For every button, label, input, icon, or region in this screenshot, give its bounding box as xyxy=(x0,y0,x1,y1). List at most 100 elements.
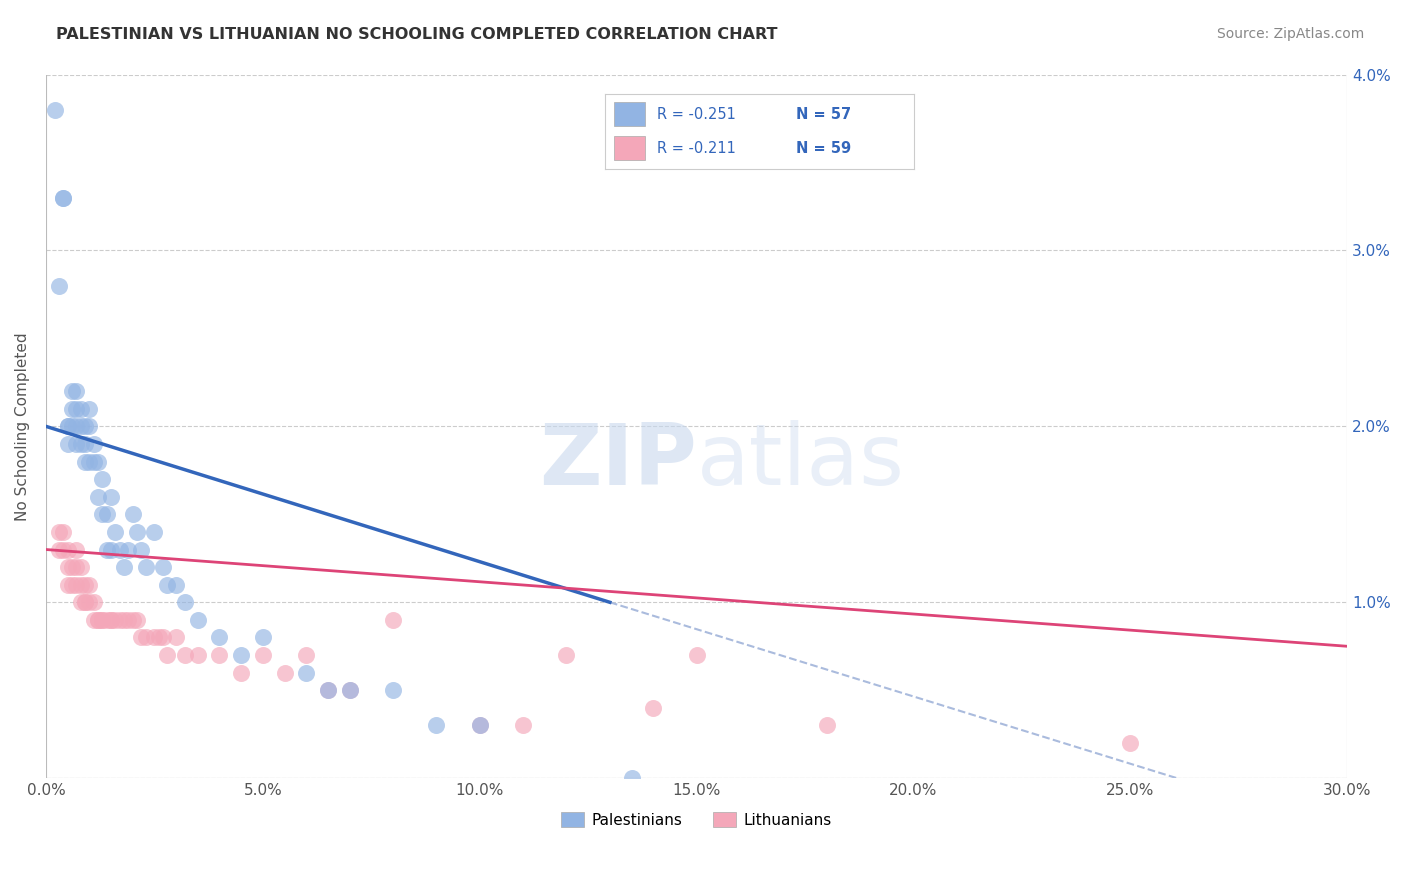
Point xyxy=(83,437,105,451)
Point xyxy=(468,718,491,732)
Point xyxy=(56,560,79,574)
Point xyxy=(91,613,114,627)
Point xyxy=(52,191,75,205)
Point xyxy=(208,648,231,662)
Point xyxy=(382,613,405,627)
Point xyxy=(79,401,101,416)
Point xyxy=(339,683,361,698)
Point xyxy=(44,103,66,117)
Text: atlas: atlas xyxy=(696,420,904,503)
Point xyxy=(117,542,139,557)
Point xyxy=(73,577,96,591)
Point xyxy=(1119,736,1142,750)
Point xyxy=(65,560,87,574)
Point xyxy=(815,718,838,732)
Point xyxy=(316,683,339,698)
Point xyxy=(60,577,83,591)
Point xyxy=(52,524,75,539)
Point xyxy=(48,542,70,557)
Point xyxy=(73,454,96,468)
Point xyxy=(56,542,79,557)
Point xyxy=(65,384,87,399)
Point xyxy=(555,648,578,662)
Point xyxy=(79,595,101,609)
Point xyxy=(65,542,87,557)
Point xyxy=(173,595,195,609)
Point xyxy=(125,613,148,627)
Point xyxy=(685,648,707,662)
Point xyxy=(100,542,122,557)
Point xyxy=(231,665,253,680)
Point xyxy=(173,648,195,662)
Text: R = -0.251: R = -0.251 xyxy=(657,107,735,121)
Point xyxy=(56,437,79,451)
Point xyxy=(87,613,110,627)
Point xyxy=(73,595,96,609)
Point xyxy=(69,419,91,434)
Text: Source: ZipAtlas.com: Source: ZipAtlas.com xyxy=(1216,27,1364,41)
Point xyxy=(60,560,83,574)
Point xyxy=(252,631,274,645)
Point xyxy=(65,401,87,416)
Point xyxy=(65,419,87,434)
Point xyxy=(56,577,79,591)
Point xyxy=(152,560,174,574)
Point xyxy=(187,648,209,662)
Point xyxy=(620,771,643,785)
Point xyxy=(52,542,75,557)
Point xyxy=(91,508,114,522)
Point xyxy=(60,419,83,434)
Point xyxy=(73,419,96,434)
Point xyxy=(83,454,105,468)
Point xyxy=(69,577,91,591)
Legend: Palestinians, Lithuanians: Palestinians, Lithuanians xyxy=(555,805,838,834)
Point xyxy=(165,577,187,591)
Point xyxy=(108,613,131,627)
Point xyxy=(165,631,187,645)
Point xyxy=(100,613,122,627)
Point xyxy=(79,419,101,434)
Point xyxy=(96,613,118,627)
Point xyxy=(143,631,166,645)
Point xyxy=(60,401,83,416)
Point xyxy=(273,665,295,680)
Point xyxy=(295,665,318,680)
Point xyxy=(65,437,87,451)
Point xyxy=(48,278,70,293)
Point xyxy=(104,524,127,539)
Point xyxy=(87,490,110,504)
Point xyxy=(117,613,139,627)
Point xyxy=(112,560,135,574)
Text: R = -0.211: R = -0.211 xyxy=(657,141,735,156)
Point xyxy=(69,401,91,416)
Point xyxy=(65,577,87,591)
Point xyxy=(382,683,405,698)
Point xyxy=(135,560,157,574)
Point xyxy=(96,542,118,557)
Point xyxy=(56,419,79,434)
Point xyxy=(48,524,70,539)
Point xyxy=(252,648,274,662)
Text: N = 57: N = 57 xyxy=(796,107,852,121)
Point xyxy=(143,524,166,539)
Y-axis label: No Schooling Completed: No Schooling Completed xyxy=(15,332,30,521)
Point xyxy=(512,718,534,732)
Point xyxy=(69,560,91,574)
Point xyxy=(152,631,174,645)
Point xyxy=(91,613,114,627)
Point xyxy=(131,631,153,645)
Point xyxy=(339,683,361,698)
Point xyxy=(52,191,75,205)
Point xyxy=(425,718,447,732)
Point xyxy=(295,648,318,662)
Point xyxy=(121,613,143,627)
Point xyxy=(108,542,131,557)
Point xyxy=(104,613,127,627)
Text: PALESTINIAN VS LITHUANIAN NO SCHOOLING COMPLETED CORRELATION CHART: PALESTINIAN VS LITHUANIAN NO SCHOOLING C… xyxy=(56,27,778,42)
Point xyxy=(131,542,153,557)
Point xyxy=(112,613,135,627)
Point xyxy=(73,595,96,609)
Point xyxy=(148,631,170,645)
Bar xyxy=(614,136,645,161)
Point xyxy=(231,648,253,662)
